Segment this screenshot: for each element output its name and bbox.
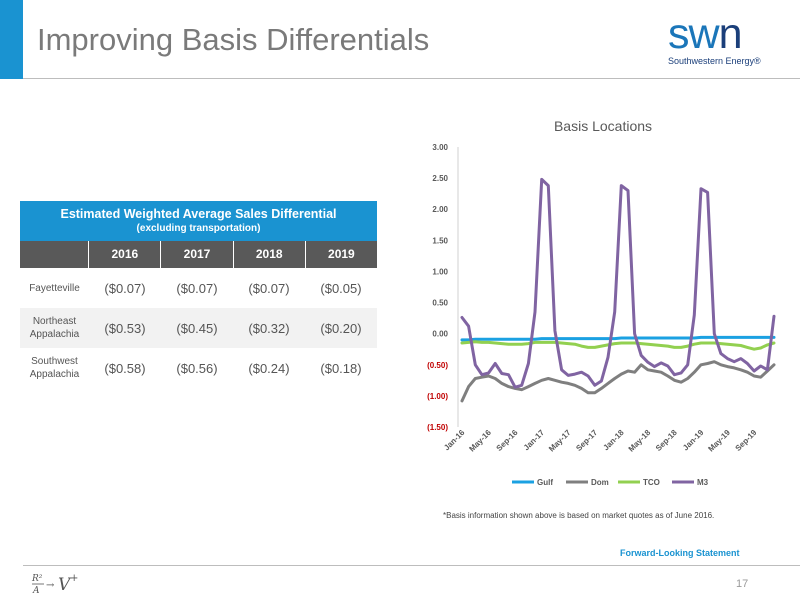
table-row: Northeast Appalachia ($0.53) ($0.45) ($0…: [20, 308, 377, 348]
table-row: Southwest Appalachia ($0.58) ($0.56) ($0…: [20, 348, 377, 388]
value-cell: ($0.45): [176, 320, 218, 336]
y-tick-label: (1.00): [427, 392, 448, 401]
value-cell: ($0.05): [320, 280, 362, 296]
year-header-cell: 2018: [232, 241, 305, 268]
logo-tagline: Southwestern Energy®: [668, 56, 761, 66]
logo-wordmark-b: n: [718, 10, 743, 58]
table-row: Fayetteville ($0.07) ($0.07) ($0.07) ($0…: [20, 268, 377, 308]
svg-text:R²: R²: [31, 574, 43, 584]
company-logo: swn Southwestern Energy®: [668, 13, 776, 67]
y-tick-label: 0.50: [432, 299, 448, 308]
y-tick-label: 1.00: [432, 267, 448, 276]
x-tick-label: Sep-19: [734, 428, 759, 453]
y-tick-label: (0.50): [427, 361, 448, 370]
y-tick-label: 1.50: [432, 236, 448, 245]
basis-locations-chart: Basis Locations 3.00 2.50 2.00 1.50 1.00 0.50…: [427, 118, 776, 487]
value-cell: ($0.07): [248, 280, 290, 296]
legend-label: M3: [697, 478, 709, 487]
x-tick-label: May-19: [706, 428, 732, 454]
legend-label: Dom: [591, 478, 609, 487]
logo-wordmark-a: sw: [668, 10, 720, 58]
x-tick-label: May-18: [627, 428, 653, 454]
value-cell: ($0.07): [176, 280, 218, 296]
x-tick-label: Jan-17: [522, 428, 547, 453]
differential-table: Estimated Weighted Average Sales Differe…: [20, 201, 377, 388]
legend-label: TCO: [643, 478, 660, 487]
x-tick-label: Sep-17: [574, 428, 599, 453]
table-year-header: 2016 2017 2018 2019: [20, 241, 377, 268]
year-header-cell: 2017: [160, 241, 232, 268]
svg-text:A: A: [32, 586, 40, 596]
y-tick-label: 2.50: [432, 174, 448, 183]
x-tick-label: Jan-19: [681, 428, 706, 453]
row-label: Southwest Appalachia: [29, 356, 80, 380]
header-divider: [23, 78, 800, 79]
series-line-gulf: [460, 335, 776, 342]
page-number: 17: [736, 578, 749, 590]
x-tick-label: May-16: [467, 428, 493, 454]
y-tick-label: 3.00: [432, 143, 448, 152]
chart-title: Basis Locations: [554, 118, 652, 134]
y-tick-label: (1.50): [427, 423, 448, 432]
value-cell: ($0.58): [104, 360, 146, 376]
value-cell: ($0.20): [320, 320, 362, 336]
value-cell: ($0.53): [104, 320, 146, 336]
legend-label: Gulf: [537, 478, 553, 487]
year-header-cell: 2016: [88, 241, 160, 268]
x-tick-label: Jan-18: [601, 428, 626, 453]
table-title: Estimated Weighted Average Sales Differe…: [60, 207, 337, 221]
x-tick-label: Sep-18: [654, 428, 679, 453]
y-tick-label: 0.00: [432, 330, 448, 339]
table-header: Estimated Weighted Average Sales Differe…: [20, 201, 377, 241]
table-subtitle: (excluding transportation): [136, 223, 261, 234]
row-label: Northeast Appalachia: [29, 316, 80, 340]
forward-looking-statement-link[interactable]: Forward-Looking Statement: [620, 548, 740, 558]
svg-text:→: →: [46, 580, 55, 591]
series-line-tco: [460, 340, 776, 351]
page-title: Improving Basis Differentials: [37, 22, 430, 57]
y-tick-label: 2.00: [432, 205, 448, 214]
year-header-cell: 2019: [304, 241, 377, 268]
svg-text:V: V: [58, 575, 72, 595]
x-tick-label: Sep-16: [495, 428, 520, 453]
header-accent-bar: [0, 0, 23, 79]
series-line-dom: [460, 360, 776, 403]
value-cell: ($0.32): [248, 320, 290, 336]
row-label: Fayetteville: [29, 282, 80, 294]
logo-wordmark: swn: [668, 13, 776, 56]
value-cell: ($0.24): [248, 360, 290, 376]
series-line-m3: [460, 177, 776, 389]
footer-divider: [23, 565, 800, 566]
footer-formula-logo: R² A → V +: [31, 573, 78, 596]
value-cell: ($0.18): [320, 360, 362, 376]
x-tick-label: May-17: [547, 428, 573, 454]
value-cell: ($0.56): [176, 360, 218, 376]
value-cell: ($0.07): [104, 280, 146, 296]
svg-text:+: +: [70, 573, 78, 584]
basis-footnote: *Basis information shown above is based …: [443, 511, 715, 520]
